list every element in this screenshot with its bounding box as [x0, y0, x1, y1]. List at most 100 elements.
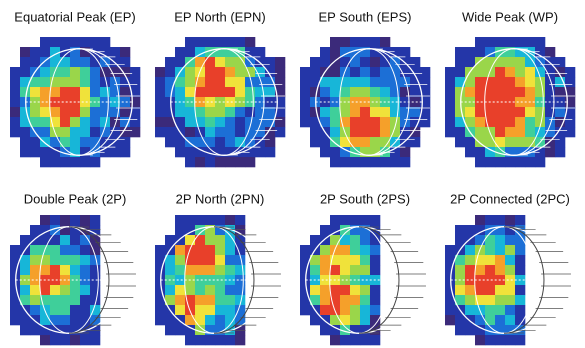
heat-cell — [155, 245, 165, 255]
heat-cell — [445, 87, 455, 97]
heat-cell — [505, 57, 515, 67]
heat-cell — [155, 265, 165, 275]
heat-cell — [400, 157, 410, 167]
heat-cell — [340, 275, 350, 285]
heat-cell — [205, 77, 215, 87]
heat-cell — [70, 77, 80, 87]
heat-cell — [475, 47, 485, 57]
heatmap — [155, 37, 285, 167]
heat-cell — [175, 245, 185, 255]
heat-cell — [545, 67, 555, 77]
heat-cell — [275, 67, 285, 77]
heat-cell — [515, 77, 525, 87]
heat-cell — [60, 235, 70, 245]
heat-cell — [330, 215, 340, 225]
heat-cell — [465, 325, 475, 335]
heat-cell — [525, 117, 535, 127]
heat-cell — [360, 137, 370, 147]
heat-cell — [30, 57, 40, 67]
heat-cell — [60, 335, 70, 345]
heat-cell — [185, 147, 195, 157]
heat-cell — [505, 335, 515, 345]
heat-cell — [515, 137, 525, 147]
heat-cell — [400, 67, 410, 77]
heat-cell — [495, 157, 505, 167]
heat-cell — [455, 47, 465, 57]
heat-cell — [70, 117, 80, 127]
heat-cell — [475, 215, 485, 225]
heat-cell — [235, 67, 245, 77]
heat-cell — [370, 285, 380, 295]
heat-cell — [20, 57, 30, 67]
heat-cell — [175, 255, 185, 265]
heat-cell — [20, 137, 30, 147]
heat-cell — [300, 97, 310, 107]
heat-cell — [20, 235, 30, 245]
heat-cell — [40, 265, 50, 275]
heat-cell — [50, 275, 60, 285]
heat-cell — [30, 305, 40, 315]
heat-cell — [330, 335, 340, 345]
heat-cell — [165, 315, 175, 325]
heat-cell — [340, 57, 350, 67]
heat-cell — [40, 107, 50, 117]
heat-cell — [350, 335, 360, 345]
heat-cell — [255, 147, 265, 157]
heat-cell — [455, 67, 465, 77]
heat-cell — [515, 305, 525, 315]
panel-title: 2P South (2PS) — [320, 191, 410, 206]
heat-cell — [505, 215, 515, 225]
heat-cell — [80, 117, 90, 127]
heat-cell — [215, 77, 225, 87]
heat-cell — [360, 67, 370, 77]
heat-cell — [475, 265, 485, 275]
heat-cell — [80, 67, 90, 77]
heat-cell — [205, 235, 215, 245]
heat-cell — [420, 77, 430, 87]
heat-cell — [60, 157, 70, 167]
heat-cell — [370, 255, 380, 265]
heat-cell — [225, 137, 235, 147]
heat-cell — [50, 57, 60, 67]
heat-cell — [185, 157, 195, 167]
heat-cell — [475, 117, 485, 127]
heat-cell — [565, 77, 575, 87]
heat-cell — [555, 107, 565, 117]
heat-cell — [495, 235, 505, 245]
heat-cell — [70, 37, 80, 47]
heat-cell — [535, 107, 545, 117]
heat-cell — [185, 47, 195, 57]
heat-cell — [535, 37, 545, 47]
heat-cell — [185, 235, 195, 245]
heat-cell — [175, 265, 185, 275]
heat-cell — [30, 87, 40, 97]
heat-cell — [360, 335, 370, 345]
heat-cell — [175, 57, 185, 67]
heat-cell — [175, 87, 185, 97]
heat-cell — [275, 77, 285, 87]
heat-cell — [215, 127, 225, 137]
heat-cell — [50, 305, 60, 315]
heat-cell — [360, 255, 370, 265]
heat-cell — [20, 67, 30, 77]
heat-cell — [350, 295, 360, 305]
heat-cell — [80, 97, 90, 107]
heat-cell — [195, 335, 205, 345]
heat-cell — [80, 215, 90, 225]
heat-cell — [330, 325, 340, 335]
heat-cell — [100, 37, 110, 47]
heat-cell — [130, 67, 140, 77]
heat-cell — [50, 245, 60, 255]
heat-cell — [70, 235, 80, 245]
heat-cell — [300, 117, 310, 127]
heat-cell — [380, 117, 390, 127]
heat-cell — [40, 77, 50, 87]
heat-cell — [340, 137, 350, 147]
heat-cell — [205, 137, 215, 147]
heat-cell — [20, 47, 30, 57]
heat-cell — [80, 37, 90, 47]
heat-cell — [515, 245, 525, 255]
heat-cell — [320, 147, 330, 157]
heat-cell — [50, 295, 60, 305]
heat-cell — [255, 47, 265, 57]
